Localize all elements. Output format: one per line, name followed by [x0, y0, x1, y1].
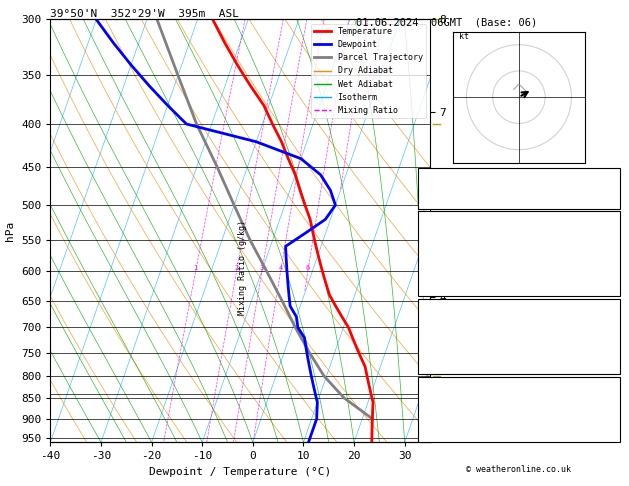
- Text: 3: 3: [260, 265, 264, 271]
- X-axis label: Dewpoint / Temperature (°C): Dewpoint / Temperature (°C): [149, 467, 331, 477]
- Text: Totals Totals: Totals Totals: [421, 185, 498, 195]
- Text: 20.4: 20.4: [593, 224, 616, 234]
- Text: 0: 0: [611, 273, 616, 283]
- Text: EH: EH: [421, 390, 433, 400]
- Text: 252°: 252°: [593, 417, 616, 427]
- Text: CAPE (J): CAPE (J): [421, 350, 469, 360]
- Text: Lifted Index: Lifted Index: [421, 337, 492, 347]
- Text: StmSpd (kt): StmSpd (kt): [421, 431, 486, 440]
- Text: LCL: LCL: [438, 412, 453, 420]
- Text: 5: 5: [611, 431, 616, 440]
- Y-axis label: km
ASL: km ASL: [452, 221, 474, 241]
- Text: 10: 10: [604, 350, 616, 360]
- Text: 23: 23: [604, 173, 616, 183]
- Text: Mixing Ratio (g/kg): Mixing Ratio (g/kg): [238, 220, 247, 315]
- Text: K: K: [421, 173, 427, 183]
- Text: kt: kt: [459, 33, 469, 41]
- Text: 01.06.2024  06GMT  (Base: 06): 01.06.2024 06GMT (Base: 06): [356, 17, 537, 27]
- Text: 900: 900: [599, 312, 616, 322]
- Text: 50: 50: [604, 185, 616, 195]
- Text: PW (cm): PW (cm): [421, 198, 462, 208]
- Text: 2: 2: [235, 265, 239, 271]
- Text: Most Unstable: Most Unstable: [481, 305, 557, 315]
- Text: CIN (J): CIN (J): [421, 285, 462, 295]
- Text: Lifted Index: Lifted Index: [421, 261, 492, 271]
- Text: StmDir: StmDir: [421, 417, 457, 427]
- Text: 1: 1: [194, 265, 198, 271]
- Text: 4: 4: [279, 265, 282, 271]
- Text: 149: 149: [599, 363, 616, 373]
- Y-axis label: hPa: hPa: [6, 221, 16, 241]
- Text: 6: 6: [306, 265, 310, 271]
- Text: 2.06: 2.06: [593, 198, 616, 208]
- Text: CAPE (J): CAPE (J): [421, 273, 469, 283]
- Text: Hodograph: Hodograph: [493, 382, 545, 393]
- Text: θₑ(K): θₑ(K): [421, 249, 451, 259]
- Text: © weatheronline.co.uk: © weatheronline.co.uk: [467, 465, 571, 474]
- Text: 39°50'N  352°29'W  395m  ASL: 39°50'N 352°29'W 395m ASL: [50, 9, 239, 18]
- Text: 321: 321: [599, 249, 616, 259]
- Text: Pressure (mb): Pressure (mb): [421, 312, 498, 322]
- Text: CIN (J): CIN (J): [421, 363, 462, 373]
- Text: 328: 328: [599, 325, 616, 335]
- Text: Dewp (°C): Dewp (°C): [421, 236, 474, 246]
- Text: θₑ (K): θₑ (K): [421, 325, 457, 335]
- Text: Surface: Surface: [498, 217, 540, 227]
- Legend: Temperature, Dewpoint, Parcel Trajectory, Dry Adiabat, Wet Adiabat, Isotherm, Mi: Temperature, Dewpoint, Parcel Trajectory…: [311, 24, 426, 118]
- Text: SREH: SREH: [421, 403, 445, 414]
- Text: 4: 4: [611, 261, 616, 271]
- Text: 24: 24: [604, 390, 616, 400]
- Text: 35: 35: [604, 403, 616, 414]
- Text: 0: 0: [611, 285, 616, 295]
- Text: Temp (°C): Temp (°C): [421, 224, 474, 234]
- Text: 10.8: 10.8: [593, 236, 616, 246]
- Text: 1: 1: [611, 337, 616, 347]
